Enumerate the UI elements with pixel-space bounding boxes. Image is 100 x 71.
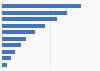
Bar xyxy=(2,56,11,60)
Bar xyxy=(2,4,81,8)
Bar xyxy=(2,37,27,41)
Bar xyxy=(2,30,35,34)
Bar xyxy=(2,17,57,21)
Bar xyxy=(2,50,15,54)
Bar xyxy=(2,11,67,15)
Bar xyxy=(2,43,21,47)
Bar xyxy=(2,24,45,28)
Bar xyxy=(2,63,7,67)
